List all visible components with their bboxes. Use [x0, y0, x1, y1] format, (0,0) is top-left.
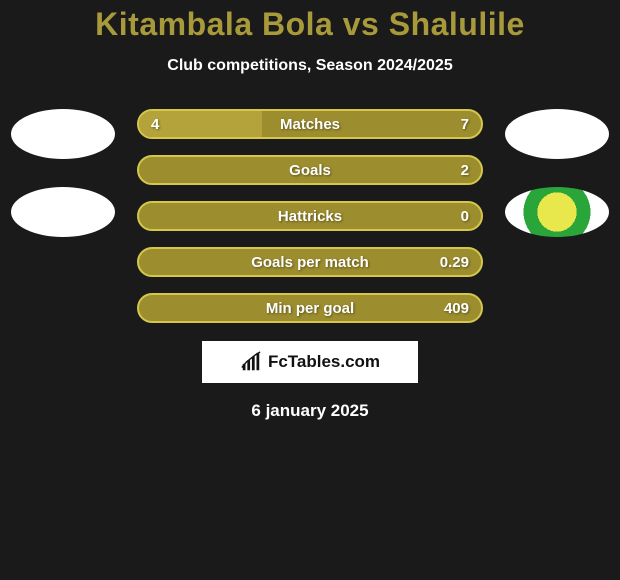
brand-badge: FcTables.com: [202, 341, 418, 383]
date-text: 6 january 2025: [0, 401, 620, 421]
stat-bar: Goals 2: [137, 155, 483, 185]
stat-bar: Min per goal 409: [137, 293, 483, 323]
stat-bar: 4 Matches 7: [137, 109, 483, 139]
team-logo: [505, 187, 609, 237]
stat-right-value: 0: [461, 208, 469, 225]
stat-label: Goals per match: [251, 254, 369, 271]
stat-label: Hattricks: [278, 208, 342, 225]
stat-right-value: 7: [461, 116, 469, 133]
page-title: Kitambala Bola vs Shalulile: [0, 6, 620, 43]
stat-right-value: 0.29: [440, 254, 469, 271]
stat-right-value: 409: [444, 300, 469, 317]
stat-label: Matches: [280, 116, 340, 133]
stat-bar: Goals per match 0.29: [137, 247, 483, 277]
team-logo: [11, 109, 115, 159]
stat-left-value: 4: [151, 116, 159, 133]
chart-icon: [240, 351, 262, 373]
team-logo: [505, 109, 609, 159]
stat-right-value: 2: [461, 162, 469, 179]
stat-bar: Hattricks 0: [137, 201, 483, 231]
subtitle: Club competitions, Season 2024/2025: [0, 57, 620, 75]
left-team-logos: [3, 109, 123, 237]
team-logo: [11, 187, 115, 237]
stat-bars: 4 Matches 7 Goals 2 Hattricks 0 Goals per match…: [137, 109, 483, 323]
stat-label: Goals: [289, 162, 331, 179]
comparison-card: Kitambala Bola vs Shalulile Club competi…: [0, 0, 620, 421]
brand-text: FcTables.com: [268, 352, 380, 372]
stat-label: Min per goal: [266, 300, 354, 317]
right-team-logos: [497, 109, 617, 237]
comparison-body: 4 Matches 7 Goals 2 Hattricks 0 Goals per match…: [0, 109, 620, 323]
